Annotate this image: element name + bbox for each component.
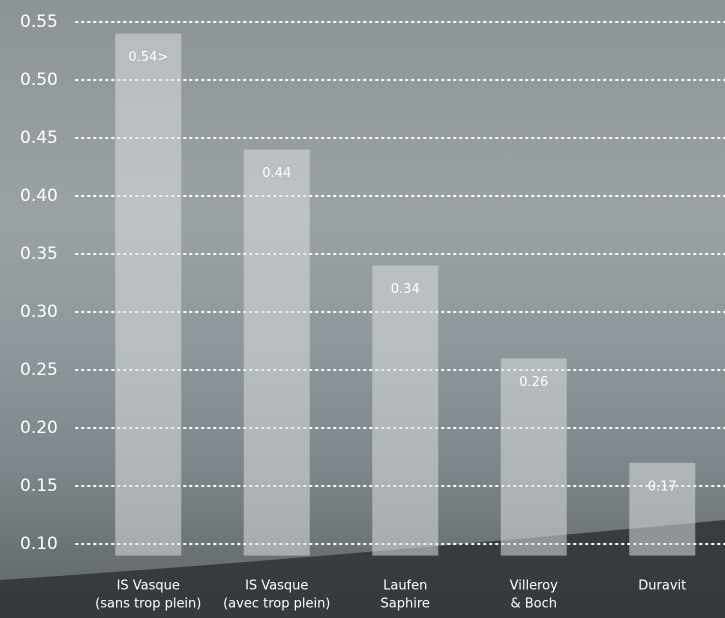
- x-tick-label: IS Vasque: [245, 579, 308, 594]
- bar: [629, 462, 696, 556]
- x-tick-label: (avec trop plein): [223, 597, 330, 612]
- value-label: 0.26: [519, 375, 548, 390]
- y-tick-label: 0.40: [20, 186, 58, 206]
- value-label: 0.44: [262, 166, 291, 181]
- y-tick-label: 0.30: [20, 302, 58, 322]
- x-tick-label: Duravit: [638, 579, 686, 594]
- bar: [115, 33, 182, 556]
- y-tick-label: 0.15: [20, 476, 58, 496]
- x-tick-label: Saphire: [381, 597, 430, 612]
- y-tick-label: 0.25: [20, 360, 58, 380]
- x-tick-label: Villeroy: [510, 579, 558, 594]
- y-tick-label: 0.55: [20, 12, 58, 32]
- y-tick-label: 0.10: [20, 534, 58, 554]
- y-tick-label: 0.50: [20, 70, 58, 90]
- bar: [500, 358, 567, 556]
- value-label: 0.54>: [128, 50, 168, 65]
- value-label: 0.34: [391, 282, 420, 297]
- value-label: 0.17: [648, 479, 677, 494]
- y-tick-label: 0.35: [20, 244, 58, 264]
- x-tick-label: & Boch: [510, 597, 557, 612]
- x-tick-label: IS Vasque: [117, 579, 180, 594]
- y-tick-label: 0.45: [20, 128, 58, 148]
- x-tick-label: (sans trop plein): [95, 597, 201, 612]
- y-tick-label: 0.20: [20, 418, 58, 438]
- bar: [372, 265, 439, 556]
- bar: [243, 149, 310, 556]
- x-tick-label: Laufen: [383, 579, 427, 594]
